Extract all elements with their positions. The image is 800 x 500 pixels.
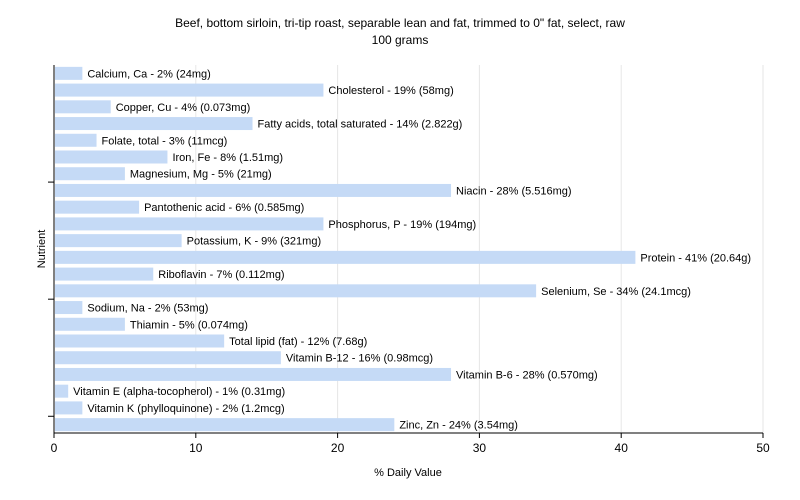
- bar-label: Protein - 41% (20.64g): [640, 252, 751, 264]
- bar: [55, 200, 140, 214]
- bar-label: Potassium, K - 9% (321mg): [187, 236, 322, 248]
- bar: [55, 66, 83, 80]
- bar-label: Vitamin B-6 - 28% (0.570mg): [456, 369, 598, 381]
- bar: [55, 133, 97, 147]
- bar: [55, 301, 83, 315]
- bar: [55, 183, 452, 197]
- x-tick-label: 40: [615, 441, 629, 455]
- x-tick-label: 20: [331, 441, 345, 455]
- bar-label: Calcium, Ca - 2% (24mg): [87, 68, 210, 80]
- bar: [55, 150, 168, 164]
- bar-label: Cholesterol - 19% (58mg): [328, 85, 453, 97]
- bar-label: Selenium, Se - 34% (24.1mcg): [541, 286, 691, 298]
- x-tick-label: 50: [756, 441, 770, 455]
- bar: [55, 234, 182, 248]
- bar-label: Niacin - 28% (5.516mg): [456, 185, 572, 197]
- bar: [55, 217, 324, 231]
- bar-label: Iron, Fe - 8% (1.51mg): [172, 152, 283, 164]
- y-axis-title: Nutrient: [36, 230, 48, 269]
- bar-series: Calcium, Ca - 2% (24mg) Cholesterol - 19%…: [55, 66, 751, 432]
- bar-label: Zinc, Zn - 24% (3.54mg): [399, 420, 518, 432]
- x-tick-label: 10: [189, 441, 203, 455]
- bar: [55, 117, 253, 131]
- bar-label: Vitamin E (alpha-tocopherol) - 1% (0.31m…: [73, 386, 285, 398]
- bar: [55, 167, 125, 181]
- bar-label: Vitamin B-12 - 16% (0.98mcg): [286, 353, 433, 365]
- bar: [55, 83, 324, 97]
- bar-label: Folate, total - 3% (11mcg): [102, 135, 228, 147]
- bar: [55, 284, 537, 298]
- x-axis-title: % Daily Value: [374, 467, 442, 479]
- bar-label: Vitamin K (phylloquinone) - 2% (1.2mcg): [87, 403, 284, 415]
- bar-label: Pantothenic acid - 6% (0.585mg): [144, 202, 304, 214]
- bar-label: Copper, Cu - 4% (0.073mg): [116, 102, 251, 114]
- bar: [55, 334, 225, 348]
- bar: [55, 418, 395, 432]
- chart-title: Beef, bottom sirloin, tri-tip roast, sep…: [175, 16, 625, 30]
- bar: [55, 384, 69, 398]
- x-tick-label: 30: [473, 441, 487, 455]
- chart-subtitle: 100 grams: [371, 33, 429, 47]
- bar: [55, 317, 125, 331]
- bar: [55, 367, 452, 381]
- bar: [55, 351, 281, 365]
- bar: [55, 401, 83, 415]
- axes: 0 10 20 30 40 50: [48, 65, 770, 455]
- bar: [55, 250, 636, 264]
- bar: [55, 100, 111, 114]
- bar-label: Fatty acids, total saturated - 14% (2.82…: [258, 119, 463, 131]
- x-tick-label: 0: [51, 441, 58, 455]
- bar-label: Thiamin - 5% (0.074mg): [130, 319, 248, 331]
- bar: [55, 267, 154, 281]
- bar-label: Phosphorus, P - 19% (194mg): [328, 219, 476, 231]
- bar-label: Sodium, Na - 2% (53mg): [87, 303, 208, 315]
- bar-label: Magnesium, Mg - 5% (21mg): [130, 169, 272, 181]
- bar-label: Riboflavin - 7% (0.112mg): [158, 269, 284, 281]
- bar-label: Total lipid (fat) - 12% (7.68g): [229, 336, 367, 348]
